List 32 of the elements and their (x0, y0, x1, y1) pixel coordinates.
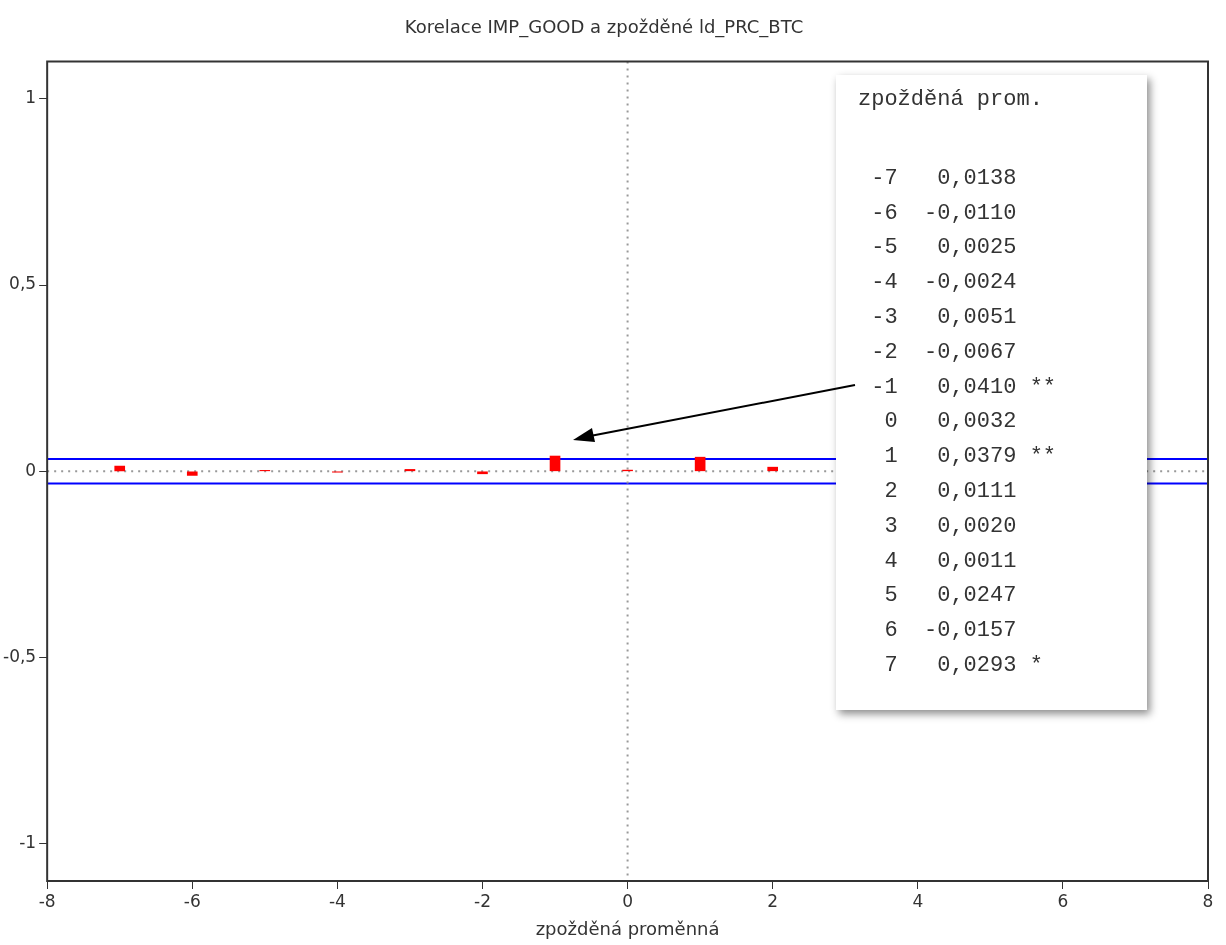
annotation: -1 0,0410 ** (870, 374, 1057, 400)
annotation: -6 -0,0110 (870, 200, 1017, 226)
annotation: 2 0,0111 (883, 479, 1017, 504)
x-tick-label: 2 (767, 890, 779, 911)
annotation: -5 0,0025 (870, 235, 1017, 261)
y-tick-label: 1 (25, 87, 37, 108)
annotation: 7 0,0293 * (883, 653, 1043, 678)
annotation: 4 0,0011 (883, 548, 1017, 574)
annotation: 6 -0,0157 (883, 618, 1017, 644)
y-tick-label: -0,5 (3, 645, 37, 666)
x-axis-title: zpožděná proměnná (535, 917, 720, 939)
annotation: 0 0,0032 (883, 409, 1017, 435)
annotation: -3 0,0051 (870, 305, 1017, 330)
x-tick-label: -8 (38, 890, 56, 911)
x-tick-label: -6 (183, 890, 201, 911)
annotation: 1 0,0379 ** (883, 444, 1057, 470)
annotation: 5 0,0247 (883, 583, 1017, 609)
x-tick-label: -2 (474, 890, 491, 911)
annotation: -2 -0,0067 (870, 339, 1017, 365)
annotation: -4 -0,0024 (870, 270, 1017, 296)
chart-title: Korelace IMP_GOOD a zpožděné ld_PRC_BTC (404, 16, 804, 39)
y-tick-label: 0 (25, 459, 37, 480)
x-tick-label: 8 (1202, 890, 1214, 911)
y-tick-label: 0,5 (9, 273, 37, 294)
x-tick-label: 6 (1057, 890, 1069, 911)
x-tick-label: 0 (622, 890, 633, 911)
annotation: zpožděná prom. (858, 87, 1043, 112)
y-tick-label: -1 (19, 832, 37, 853)
annotation: 3 0,0020 (883, 513, 1017, 539)
x-tick-label: 4 (912, 890, 924, 911)
annotation: -7 0,0138 (870, 165, 1017, 191)
x-tick-label: -4 (328, 890, 346, 911)
